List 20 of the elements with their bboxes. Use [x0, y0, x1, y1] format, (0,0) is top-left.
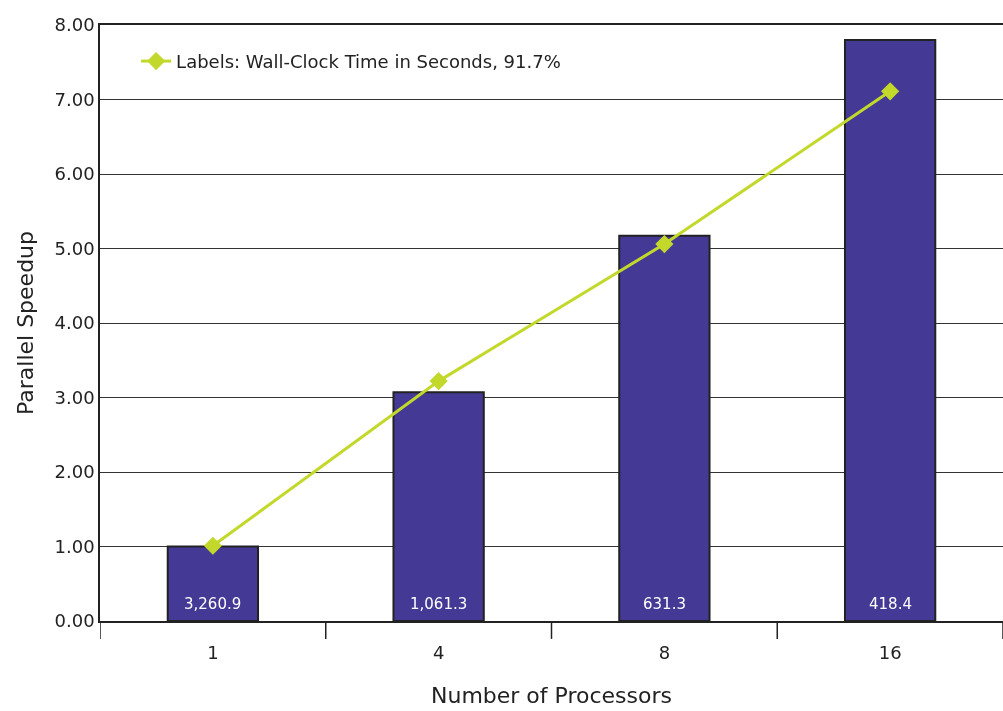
x-tick-label: 8 — [658, 642, 671, 664]
y-tick-label: 8.00 — [54, 14, 95, 36]
x-tick-label: 4 — [432, 642, 445, 664]
legend-label: Labels: Wall-Clock Time in Seconds, 91.7% — [176, 51, 561, 73]
y-axis-title: Parallel Speedup — [12, 230, 38, 416]
y-tick-label: 4.00 — [54, 312, 95, 334]
annotation: 1,061.3 — [410, 595, 468, 613]
y-tick-label: 3.00 — [54, 386, 95, 408]
y-tick-label: 6.00 — [54, 163, 95, 185]
y-tick-label: 2.00 — [54, 461, 95, 483]
annotation: 418.4 — [869, 595, 912, 613]
x-tick-label: 1 — [207, 642, 219, 664]
annotation: 3,260.9 — [184, 595, 242, 613]
x-tick-label: 16 — [878, 642, 902, 664]
y-tick-label: 7.00 — [54, 88, 95, 110]
annotation: 631.3 — [643, 595, 686, 613]
y-tick-label: 0.00 — [54, 610, 95, 632]
x-axis-title: Number of Processors — [431, 682, 672, 708]
y-tick-label: 1.00 — [54, 535, 95, 557]
y-tick-label: 5.00 — [54, 237, 95, 259]
